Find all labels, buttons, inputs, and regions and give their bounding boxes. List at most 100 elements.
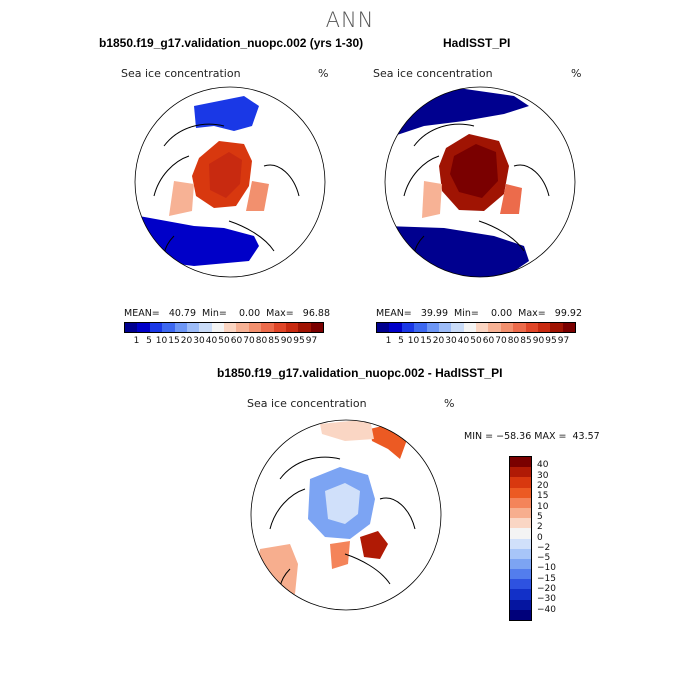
colorbar-tick-label: 5 — [398, 336, 404, 346]
colorbar-tick-label: 97 — [557, 336, 570, 346]
colorbar-segment — [510, 548, 531, 559]
obs-barents-ice — [500, 184, 522, 214]
colorbar-segment — [149, 323, 163, 332]
colorbar-segment — [377, 323, 390, 332]
model-pacific-sea-ice — [194, 96, 259, 131]
model-stats: MEAN= 40.79 Min= 0.00 Max= 96.88 — [124, 308, 331, 319]
model-marginal-ice — [169, 181, 194, 216]
colorbar-segment — [137, 323, 150, 332]
diff-stats: MIN = −58.36 MAX = 43.57 — [464, 431, 600, 442]
colorbar-tick-label: 2 — [537, 522, 543, 533]
colorbar-tick-label: 0 — [537, 532, 543, 543]
diff-unit-label: % — [444, 397, 455, 410]
colorbar-segment — [500, 323, 514, 332]
colorbar-tick-label: −10 — [537, 563, 556, 574]
colorbar-tick-label: 20 — [432, 336, 445, 346]
colorbar-segment — [389, 323, 402, 332]
colorbar-segment — [510, 487, 531, 498]
colorbar-segment — [310, 323, 323, 332]
diff-colorbar — [509, 456, 532, 621]
colorbar-segment — [537, 323, 551, 332]
colorbar-tick-label: 10 — [407, 336, 420, 346]
diff-atlantic-positive — [255, 544, 298, 599]
colorbar-segment — [510, 528, 531, 539]
model-panel-title: b1850.f19_g17.validation_nuopc.002 (yrs … — [99, 36, 364, 50]
colorbar-segment — [451, 323, 464, 332]
colorbar-tick-label: 95 — [545, 336, 557, 346]
colorbar-tick-label: 40 — [205, 336, 218, 346]
colorbar-segment — [510, 467, 531, 478]
colorbar-tick-label: −20 — [537, 584, 556, 595]
colorbar-segment — [510, 579, 531, 590]
colorbar-tick-label: 70 — [495, 336, 507, 346]
colorbar-segment — [510, 497, 531, 508]
colorbar-tick-label: 1 — [385, 336, 392, 346]
colorbar-tick-label: 30 — [193, 336, 205, 346]
colorbar-tick-label: −40 — [537, 604, 556, 615]
colorbar-segment — [186, 323, 200, 332]
obs-unit-label: % — [571, 67, 582, 80]
colorbar-segment — [162, 323, 175, 332]
colorbar-segment — [510, 538, 531, 549]
colorbar-tick-label: −5 — [537, 553, 551, 564]
colorbar-segment — [488, 323, 501, 332]
model-barents-ice — [246, 181, 269, 211]
model-variable-label: Sea ice concentration — [121, 67, 241, 80]
colorbar-tick-label: 95 — [293, 336, 305, 346]
colorbar-segment — [438, 323, 452, 332]
colorbar-tick-label: 30 — [537, 470, 549, 481]
colorbar-segment — [510, 518, 531, 529]
colorbar-segment — [426, 323, 439, 332]
obs-polar-map — [384, 86, 576, 278]
colorbar-tick-label: 15 — [168, 336, 180, 346]
colorbar-segment — [236, 323, 249, 332]
colorbar-tick-label: 70 — [243, 336, 255, 346]
obs-variable-label: Sea ice concentration — [373, 67, 493, 80]
colorbar-tick-label: −2 — [537, 542, 551, 553]
colorbar-segment — [273, 323, 286, 332]
colorbar-segment — [199, 323, 212, 332]
colorbar-tick-label: 10 — [537, 501, 549, 512]
colorbar-tick-label: 30 — [445, 336, 457, 346]
colorbar-segment — [298, 323, 311, 332]
colorbar-tick-label: 60 — [482, 336, 495, 346]
model-unit-label: % — [318, 67, 329, 80]
colorbar-segment — [174, 323, 187, 332]
colorbar-tick-label: −15 — [537, 573, 556, 584]
colorbar-segment — [510, 599, 531, 610]
diff-variable-label: Sea ice concentration — [247, 397, 367, 410]
diff-greenland-positive — [330, 541, 350, 569]
colorbar-segment — [285, 323, 299, 332]
diff-barents-positive — [360, 531, 388, 559]
diff-panel-title: b1850.f19_g17.validation_nuopc.002 - Had… — [217, 366, 503, 380]
diff-polar-map — [250, 419, 442, 611]
colorbar-segment — [261, 323, 274, 332]
colorbar-segment — [463, 323, 476, 332]
colorbar-tick-label: 50 — [470, 336, 482, 346]
colorbar-segment — [248, 323, 262, 332]
obs-map-boundary — [384, 86, 576, 278]
colorbar-tick-label: 10 — [155, 336, 168, 346]
colorbar-tick-label: 80 — [507, 336, 520, 346]
colorbar-tick-label: 80 — [255, 336, 268, 346]
diff-pacific-weak — [320, 420, 374, 441]
colorbar-segment — [513, 323, 526, 332]
obs-marginal-ice — [422, 181, 442, 218]
colorbar-segment — [510, 609, 531, 620]
colorbar-segment — [525, 323, 538, 332]
obs-arctic-core — [450, 144, 498, 198]
colorbar-tick-label: 5 — [146, 336, 152, 346]
model-land-coastlines — [153, 123, 300, 277]
obs-colorbar — [376, 322, 576, 333]
colorbar-segment — [211, 323, 224, 332]
colorbar-tick-label: 90 — [532, 336, 545, 346]
colorbar-tick-label: 15 — [420, 336, 432, 346]
colorbar-tick-label: 40 — [537, 460, 549, 471]
diff-arctic-core — [325, 483, 360, 524]
diff-land-coastlines — [269, 456, 416, 610]
model-polar-map — [134, 86, 326, 278]
colorbar-tick-label: 15 — [537, 491, 549, 502]
colorbar-tick-label: 85 — [520, 336, 532, 346]
colorbar-segment — [562, 323, 575, 332]
colorbar-segment — [510, 507, 531, 519]
